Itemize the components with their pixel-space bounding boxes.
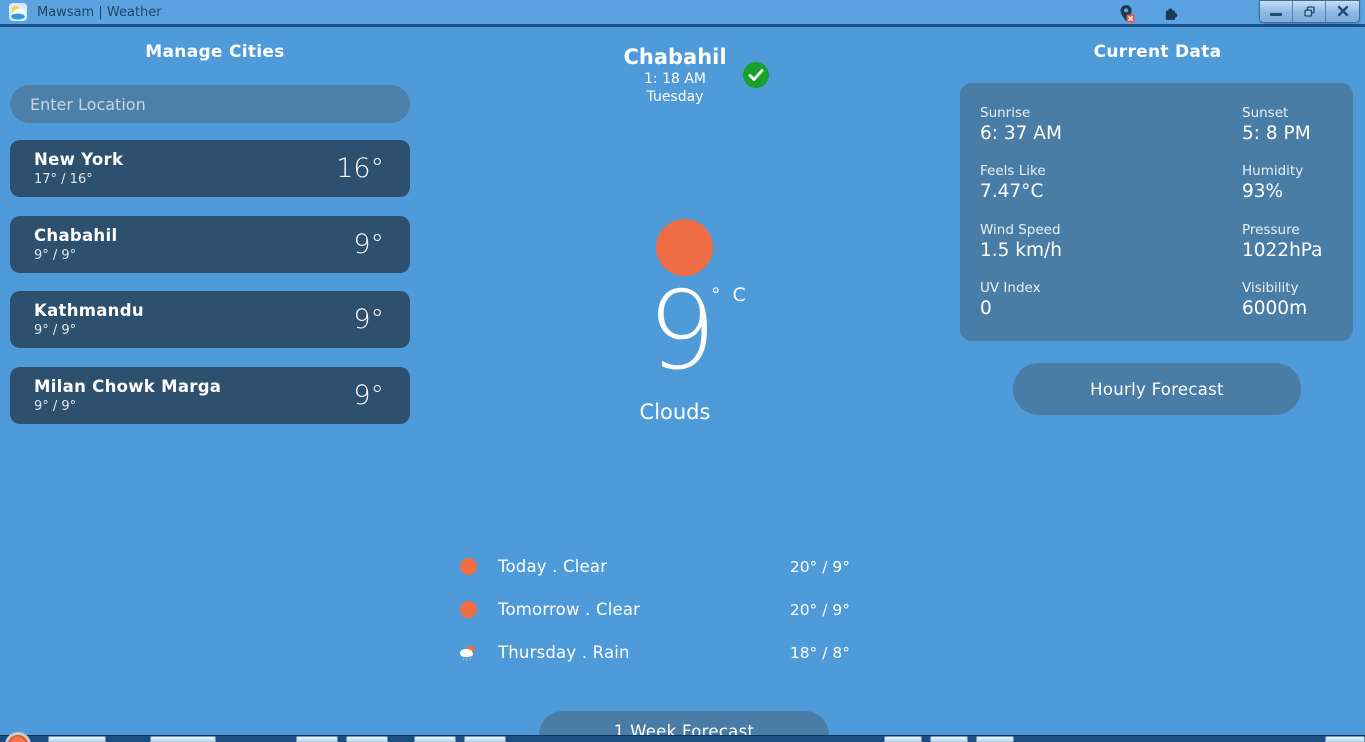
forecast-label: Thursday . Rain [498, 643, 630, 662]
taskbar-button[interactable] [414, 736, 456, 742]
city-temp: 16° [336, 153, 384, 184]
current-data-title: Current Data [1093, 42, 1222, 62]
minimize-icon [1270, 12, 1282, 16]
stat-uv-index: UV Index 0 [980, 280, 1041, 320]
geolocation-blocked-icon[interactable] [1117, 4, 1137, 24]
forecast-row-today[interactable]: Today . Clear 20° / 9° [458, 545, 850, 588]
taskbar-button[interactable] [464, 736, 506, 742]
manage-cities-title: Manage Cities [145, 42, 285, 62]
minimize-button[interactable] [1260, 0, 1293, 22]
temperature-value: 9 [647, 269, 717, 394]
forecast-label: Today . Clear [498, 557, 608, 576]
city-name: New York [34, 150, 124, 169]
os-taskbar [0, 732, 1365, 742]
location-search-input[interactable] [10, 85, 410, 123]
stat-visibility: Visibility 6000m [1242, 280, 1308, 320]
forecast-temps: 18° / 8° [789, 643, 850, 662]
stat-sunrise: Sunrise 6: 37 AM [980, 104, 1062, 144]
current-time: 1: 18 AM [644, 71, 706, 87]
menu-icon[interactable] [1205, 4, 1221, 24]
city-range: 9° / 9° [34, 248, 77, 263]
forecast-list: Today . Clear 20° / 9° Tomorrow . Clear … [458, 545, 850, 674]
taskbar-button[interactable] [346, 736, 388, 742]
titlebar-actions [1117, 0, 1365, 27]
close-button[interactable] [1326, 0, 1359, 22]
restore-button[interactable] [1293, 0, 1326, 22]
taskbar-button[interactable] [1325, 736, 1365, 742]
temperature-unit: ° C [711, 284, 749, 306]
taskbar-button[interactable] [976, 736, 1014, 742]
stat-sunset: Sunset 5: 8 PM [1242, 104, 1311, 144]
taskbar-button[interactable] [48, 736, 106, 742]
sun-icon [458, 600, 478, 620]
forecast-temps: 20° / 9° [789, 557, 850, 576]
city-range: 9° / 9° [34, 323, 77, 338]
city-temp: 9° [353, 380, 384, 411]
green-check-icon [743, 62, 769, 88]
titlebar: Mawsam | Weather [0, 0, 1365, 27]
city-name: Chabahil [34, 226, 118, 245]
forecast-row-tomorrow[interactable]: Tomorrow . Clear 20° / 9° [458, 588, 850, 631]
sun-icon [656, 219, 713, 276]
city-card-chabahil[interactable]: Chabahil 9° / 9° 9° [10, 216, 410, 273]
taskbar-button[interactable] [884, 736, 922, 742]
city-name: Milan Chowk Marga [34, 377, 222, 396]
city-card-new-york[interactable]: New York 17° / 16° 16° [10, 140, 410, 197]
stat-feels-like: Feels Like 7.47°C [980, 163, 1046, 203]
window-title: Mawsam | Weather [37, 4, 162, 20]
taskbar-button[interactable] [150, 736, 216, 742]
extensions-puzzle-icon[interactable] [1161, 4, 1181, 24]
city-temp: 9° [353, 304, 384, 335]
forecast-label: Tomorrow . Clear [498, 600, 641, 619]
current-city-header: Chabahil 1: 18 AM Tuesday [560, 45, 790, 105]
forecast-temps: 20° / 9° [789, 600, 850, 619]
city-temp: 9° [353, 229, 384, 260]
city-card-milan-chowk-marga[interactable]: Milan Chowk Marga 9° / 9° 9° [10, 367, 410, 424]
city-name: Kathmandu [34, 301, 144, 320]
city-range: 17° / 16° [34, 172, 93, 187]
stat-humidity: Humidity 93% [1242, 163, 1304, 203]
taskbar-button[interactable] [930, 736, 968, 742]
condition-label: Clouds [639, 400, 711, 424]
sun-icon [458, 557, 478, 577]
stat-pressure: Pressure 1022hPa [1242, 221, 1323, 261]
stat-wind-speed: Wind Speed 1.5 km/h [980, 221, 1062, 261]
hourly-forecast-button[interactable]: Hourly Forecast [1013, 363, 1301, 415]
window-controls [1259, 0, 1360, 23]
restore-icon [1303, 5, 1315, 17]
current-city-name: Chabahil [623, 45, 727, 69]
app-weather-icon [9, 3, 27, 21]
current-day: Tuesday [646, 89, 704, 105]
city-card-kathmandu[interactable]: Kathmandu 9° / 9° 9° [10, 291, 410, 348]
city-range: 9° / 9° [34, 399, 77, 414]
taskbar-button[interactable] [296, 736, 338, 742]
close-icon [1337, 5, 1348, 17]
start-button-orb[interactable] [5, 732, 31, 742]
rain-cloud-icon [458, 643, 478, 663]
forecast-row-thursday[interactable]: Thursday . Rain 18° / 8° [458, 631, 850, 674]
current-data-card: Sunrise 6: 37 AM Sunset 5: 8 PM Feels Li… [960, 83, 1353, 341]
